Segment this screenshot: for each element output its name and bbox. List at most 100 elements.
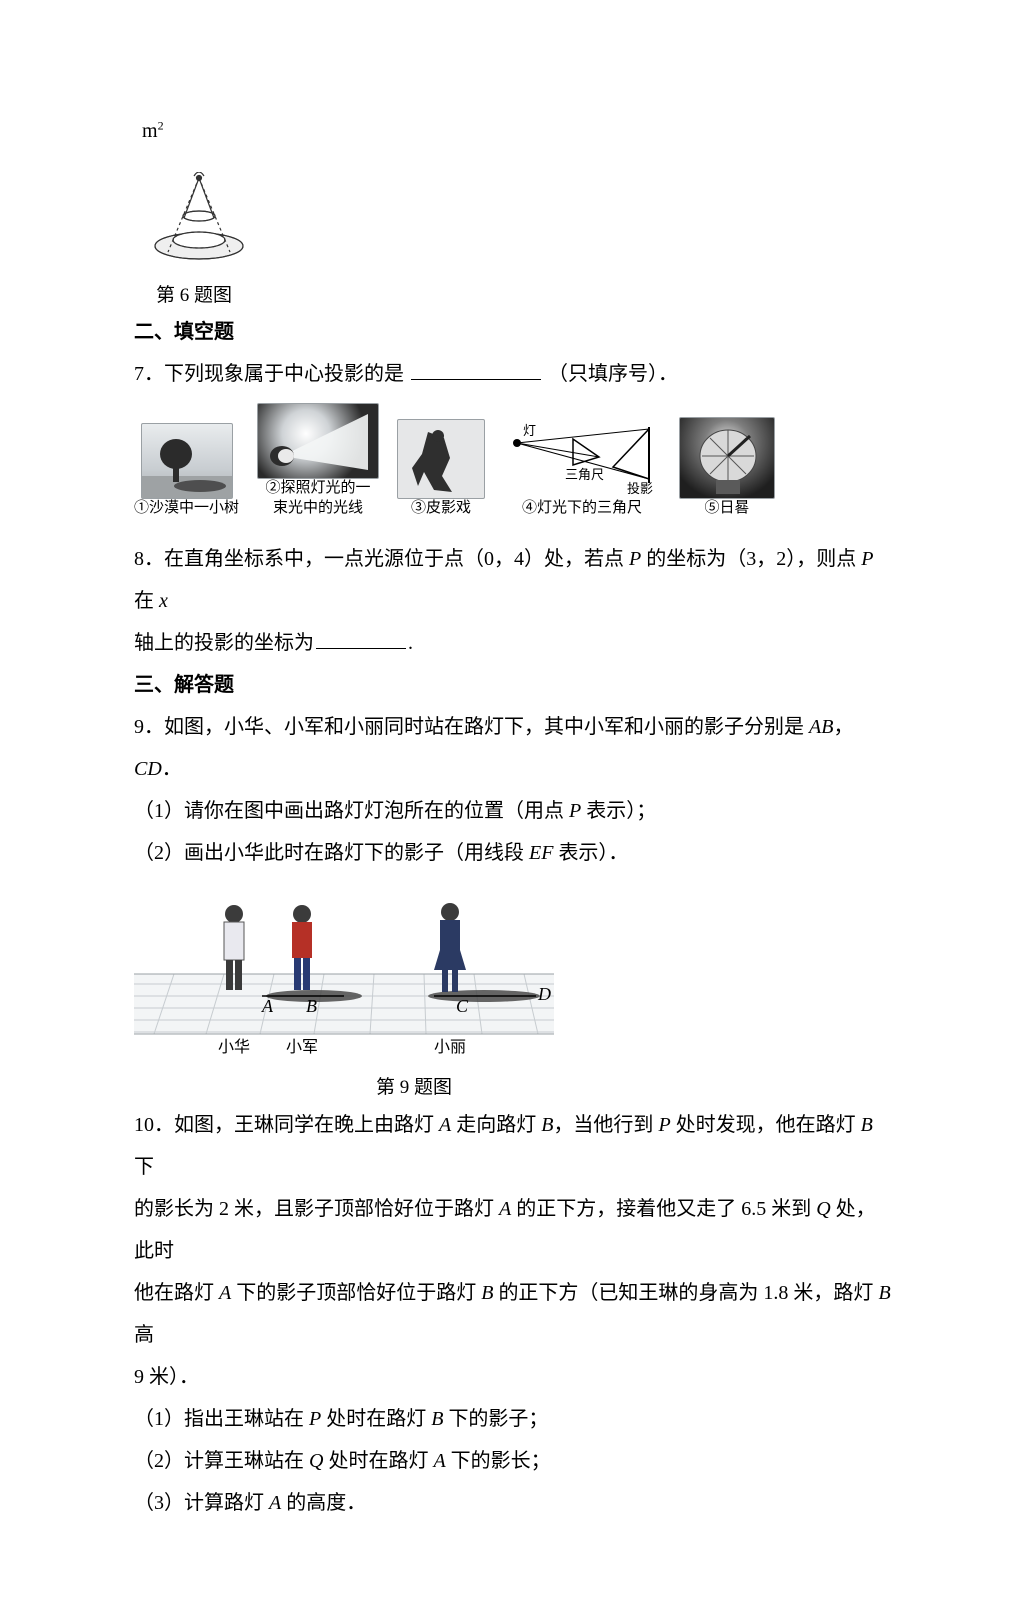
q10-l3b: 下的影子顶部恰好位于路灯 [231, 1282, 481, 1304]
lamp-label: 灯 [523, 423, 536, 438]
q10-part3: （3）计算路灯 A 的高度． [134, 1482, 894, 1524]
q10-p1a: （1）指出王琳站在 [134, 1408, 309, 1430]
q7-item-5: ⑤日晷 [679, 417, 775, 519]
q10-l1e: 下 [134, 1156, 154, 1178]
q10-l1d: 处时发现，他在路灯 [671, 1114, 861, 1136]
q8-P1: P [629, 548, 641, 570]
label-li: 小丽 [434, 1038, 466, 1054]
triangle-label: 三角尺 [565, 467, 604, 482]
q9-P: P [569, 800, 581, 822]
q9-comma: ， [833, 716, 853, 738]
q10-B4: B [878, 1282, 890, 1304]
q10-A4: A [433, 1450, 445, 1472]
q9-line1: 9．如图，小华、小军和小丽同时站在路灯下，其中小军和小丽的影子分别是 AB，CD… [134, 706, 894, 790]
q10-l3a: 他在路灯 [134, 1282, 219, 1304]
q7-label-4: ④灯光下的三角尺 [522, 499, 642, 519]
label-C: C [456, 996, 469, 1016]
q7-label-3: ③皮影戏 [411, 499, 471, 519]
q10-p2c: 下的影长； [446, 1450, 551, 1472]
q10-l3c: 的正下方（已知王琳的身高为 1.8 米，路灯 [493, 1282, 878, 1304]
q10-l2b: 的正下方，接着他又走了 6.5 米到 [511, 1198, 816, 1220]
q10-l1b: 走向路灯 [451, 1114, 541, 1136]
q10-p1c: 下的影子； [443, 1408, 548, 1430]
q7-label-1: ①沙漠中一小树 [134, 499, 239, 519]
q7-image-row: ①沙漠中一小树 ②探照灯光的一 束光中的光线 ③皮影戏 [134, 403, 894, 518]
q10-P2: P [309, 1408, 321, 1430]
sundial-icon [680, 418, 774, 498]
q7-blank [411, 355, 541, 380]
triangle-projection-icon: 灯 三角尺 投影 [503, 421, 661, 499]
q10-A5: A [269, 1492, 281, 1514]
label-jun: 小军 [286, 1038, 318, 1054]
q8-l1b: 的坐标为（3，2），则点 [641, 548, 861, 570]
label-B: B [306, 996, 317, 1016]
q9-line3: （2）画出小华此时在路灯下的影子（用线段 EF 表示）． [134, 832, 894, 874]
q10-line2: 的影长为 2 米，且影子顶部恰好位于路灯 A 的正下方，接着他又走了 6.5 米… [134, 1188, 894, 1272]
q10-part2: （2）计算王琳站在 Q 处时在路灯 A 下的影长； [134, 1440, 894, 1482]
projection-label: 投影 [627, 481, 653, 496]
q10-l1: 10．如图，王琳同学在晚上由路灯 [134, 1114, 439, 1136]
q7-item-1: ①沙漠中一小树 [134, 423, 239, 519]
q10-Q1: Q [816, 1198, 830, 1220]
q10-P1: P [658, 1114, 670, 1136]
q10-p1b: 处时在路灯 [321, 1408, 431, 1430]
q9-l3a: （2）画出小华此时在路灯下的影子（用线段 [134, 842, 529, 864]
q9-figure: A B C D 小华 小军 小丽 [134, 884, 894, 1069]
q8-line1: 8．在直角坐标系中，一点光源位于点（0，4）处，若点 P 的坐标为（3，2），则… [134, 538, 894, 622]
q9-AB: AB [809, 716, 833, 738]
label-D: D [537, 984, 551, 1004]
tree-icon [142, 424, 232, 498]
q10-B3: B [481, 1282, 493, 1304]
q7-label-2a: ②探照灯光的一 [266, 479, 371, 499]
q9-line2: （1）请你在图中画出路灯灯泡所在的位置（用点 P 表示）； [134, 790, 894, 832]
searchlight-icon [258, 404, 378, 478]
q7-item-2: ②探照灯光的一 束光中的光线 [257, 403, 379, 518]
fig6-caption: 第 6 题图 [156, 281, 894, 311]
q9-l2a: （1）请你在图中画出路灯灯泡所在的位置（用点 [134, 800, 569, 822]
q10-A1: A [439, 1114, 451, 1136]
section-answer: 三、解答题 [134, 664, 894, 706]
q8-blank [316, 624, 406, 649]
q8-l2a: 轴上的投影的坐标为 [134, 632, 314, 654]
q10-l3d: 高 [134, 1324, 154, 1346]
q8-l1a: 8．在直角坐标系中，一点光源位于点（0，4）处，若点 [134, 548, 629, 570]
q10-l2a: 的影长为 2 米，且影子顶部恰好位于路灯 [134, 1198, 499, 1220]
q7-item-3: ③皮影戏 [397, 419, 485, 519]
fig6-image [144, 172, 894, 277]
q9-l3b: 表示）． [553, 842, 628, 864]
q10-Q2: Q [309, 1450, 323, 1472]
q9-l2b: 表示）； [581, 800, 656, 822]
q9-EF: EF [529, 842, 553, 864]
unit-m: m [142, 120, 158, 142]
q8-P2: P [861, 548, 873, 570]
unit-m2: m2 [142, 110, 894, 152]
q8-x: x [159, 590, 168, 612]
q9-caption: 第 9 题图 [134, 1073, 694, 1103]
label-hua: 小华 [218, 1038, 250, 1054]
q10-p3b: 的高度． [281, 1492, 366, 1514]
q9-period: ． [162, 758, 182, 780]
q10-A2: A [499, 1198, 511, 1220]
shadow-play-icon [398, 420, 484, 498]
q10-line3: 他在路灯 A 下的影子顶部恰好位于路灯 B 的正下方（已知王琳的身高为 1.8 … [134, 1272, 894, 1356]
q8-l1c: 在 [134, 590, 159, 612]
q10-A3: A [219, 1282, 231, 1304]
q10-part1: （1）指出王琳站在 P 处时在路灯 B 下的影子； [134, 1398, 894, 1440]
q7-item-4: 灯 三角尺 投影 ④灯光下的三角尺 [503, 421, 661, 519]
q10-line4: 9 米）． [134, 1356, 894, 1398]
q7-label-2b: 束光中的光线 [273, 499, 363, 519]
q10-line1: 10．如图，王琳同学在晚上由路灯 A 走向路灯 B，当他行到 P 处时发现，他在… [134, 1104, 894, 1188]
q10-B1: B [541, 1114, 553, 1136]
q10-B5: B [431, 1408, 443, 1430]
q10-B2: B [861, 1114, 873, 1136]
label-A: A [261, 996, 274, 1016]
q7-prefix: 7．下列现象属于中心投影的是 [134, 363, 404, 385]
q8-line2: 轴上的投影的坐标为. [134, 622, 894, 664]
q7-suffix: （只填序号）． [548, 363, 678, 385]
q10-l1c: ，当他行到 [553, 1114, 658, 1136]
q10-p3a: （3）计算路灯 [134, 1492, 269, 1514]
q7-text: 7．下列现象属于中心投影的是 （只填序号）． [134, 353, 894, 395]
q10-p2b: 处时在路灯 [323, 1450, 433, 1472]
q9-l1a: 9．如图，小华、小军和小丽同时站在路灯下，其中小军和小丽的影子分别是 [134, 716, 809, 738]
section-fill-blank: 二、填空题 [134, 311, 894, 353]
